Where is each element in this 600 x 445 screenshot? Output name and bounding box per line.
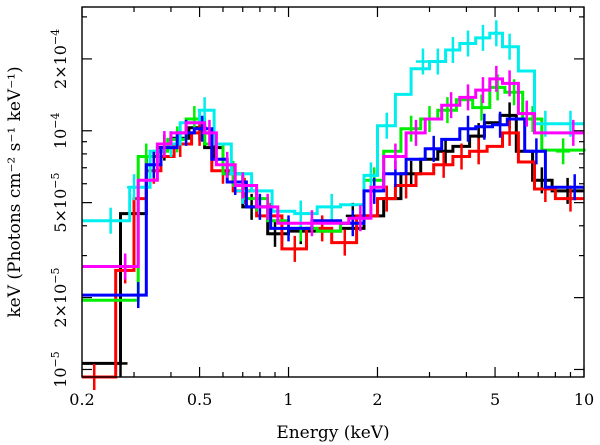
error-bar-magenta-12 <box>475 77 490 104</box>
error-bar-magenta-8 <box>388 143 403 170</box>
error-bar-cyan-10 <box>430 48 445 75</box>
error-bar-magenta-9 <box>408 119 423 146</box>
y-tick-label: 2×10−5 <box>49 268 70 328</box>
error-bar-red-15 <box>471 138 486 165</box>
ticks-layer <box>81 7 585 377</box>
error-bar-blue-6 <box>281 215 296 242</box>
error-bar-magenta-6 <box>304 210 319 237</box>
x-tick-label: 5 <box>490 390 500 409</box>
error-bar-cyan-0 <box>103 207 118 234</box>
error-bar-blue-13 <box>493 111 508 138</box>
error-bar-magenta-15 <box>519 100 534 127</box>
error-bar-green-10 <box>474 94 489 121</box>
y-axis-title: keV (Photons cm⁻² s⁻¹ keV⁻¹) <box>5 66 25 317</box>
error-bar-red-11 <box>379 185 394 212</box>
error-bar-cyan-15 <box>502 33 517 60</box>
error-bar-cyan-6 <box>324 193 339 220</box>
y-tick-label: 2×10−4 <box>49 29 70 89</box>
error-bar-blue-15 <box>567 174 582 201</box>
x-axis-title: Energy (keV) <box>276 423 389 443</box>
error-bar-cyan-12 <box>461 30 476 57</box>
x-tick-label: 1 <box>283 390 293 409</box>
error-bar-blue-10 <box>426 135 441 162</box>
error-bar-red-13 <box>436 151 451 178</box>
error-bar-magenta-10 <box>444 92 459 119</box>
x-tick-label: 10 <box>574 390 594 409</box>
x-tick-label: 0.5 <box>187 390 212 409</box>
error-bar-red-12 <box>399 172 414 199</box>
error-bar-magenta-13 <box>489 65 504 92</box>
x-tick-label: 2 <box>372 390 382 409</box>
error-bar-magenta-5 <box>260 193 275 220</box>
error-bar-magenta-3 <box>220 151 235 178</box>
y-tick-label: 5×10−5 <box>49 173 70 233</box>
error-bar-magenta-1 <box>157 131 172 158</box>
error-bar-magenta-0 <box>118 253 133 280</box>
error-bar-red-8 <box>287 235 302 262</box>
error-bar-magenta-14 <box>502 70 517 97</box>
error-bar-blue-0 <box>131 282 146 309</box>
y-tick-label: 10−5 <box>49 351 70 388</box>
error-bar-red-14 <box>454 143 469 170</box>
x-tick-label: 0.2 <box>69 390 94 409</box>
error-bar-cyan-7 <box>363 162 378 189</box>
error-bar-cyan-9 <box>415 48 430 75</box>
error-bar-green-14 <box>556 138 571 165</box>
error-bar-cyan-14 <box>489 20 504 47</box>
error-bar-cyan-3 <box>197 97 212 124</box>
series-blue <box>82 111 584 309</box>
y-tick-label: 10−4 <box>49 113 70 150</box>
error-bar-blue-11 <box>461 115 476 142</box>
series-blue-line <box>82 117 584 297</box>
error-bar-blue-12 <box>477 113 492 140</box>
error-bar-cyan-8 <box>379 112 394 139</box>
error-bar-blue-14 <box>529 138 544 165</box>
series-layer <box>82 20 586 390</box>
tick-labels: 0.2 0.5 1 2 5 10 10−5 2×10−5 5×10−5 10−4 2×10−4 <box>49 29 594 409</box>
error-bar-red-16 <box>502 119 517 146</box>
error-bar-cyan-11 <box>445 36 460 63</box>
error-bar-magenta-16 <box>566 119 581 146</box>
error-bar-magenta-4 <box>235 172 250 199</box>
error-bar-magenta-11 <box>461 84 476 111</box>
error-bar-red-10 <box>337 229 352 256</box>
error-bar-cyan-13 <box>475 24 490 51</box>
error-bar-blue-3 <box>195 115 210 142</box>
series-magenta <box>82 65 584 280</box>
plot-frame <box>81 6 585 378</box>
error-bar-magenta-7 <box>353 205 368 232</box>
error-bar-magenta-2 <box>202 119 217 146</box>
error-bar-black-6 <box>268 220 283 247</box>
error-bar-black-10 <box>438 138 453 165</box>
